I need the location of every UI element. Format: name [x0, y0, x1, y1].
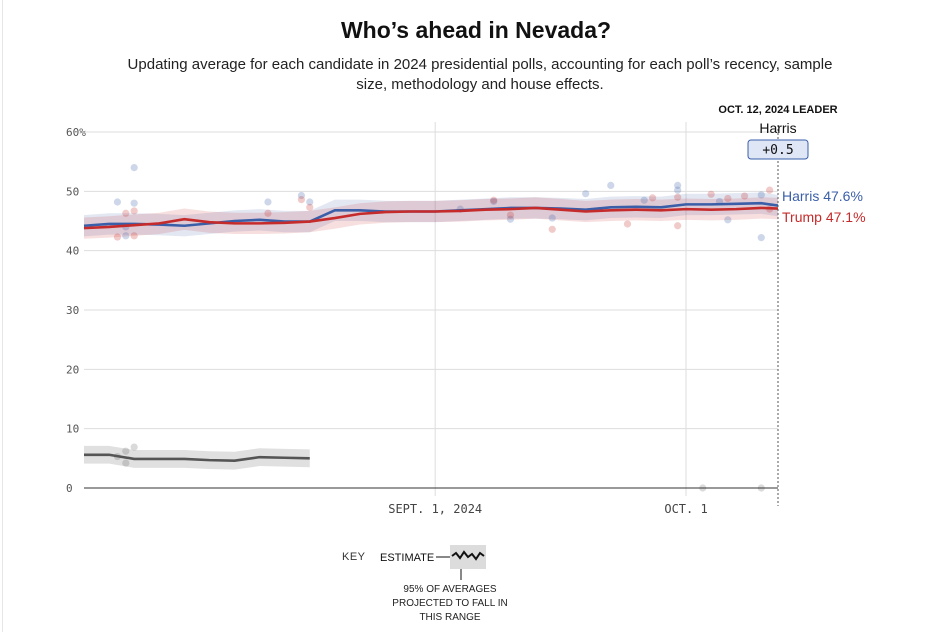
harris-poll-dot	[306, 198, 314, 206]
harris-poll-dot	[490, 197, 498, 206]
harris-poll-dot	[607, 181, 615, 189]
trump-poll-dot	[674, 193, 682, 201]
y-tick-label: 10	[66, 423, 79, 436]
harris-poll-dot	[130, 164, 138, 172]
other-poll-dot	[122, 447, 130, 455]
axes: 0 10 20 30 40 50 60% SEPT. 1, 2024 OCT. 1	[66, 126, 778, 516]
harris-poll-dot	[724, 216, 732, 224]
key-estimate-label: ESTIMATE	[380, 552, 434, 564]
y-tick-label: 50	[66, 185, 79, 198]
other-average-line	[84, 453, 310, 463]
trump-poll-dot	[297, 196, 305, 204]
harris-poll-dot	[548, 214, 556, 222]
key-estimate-line	[451, 550, 485, 561]
leader-margin-value: +0.5	[762, 143, 793, 158]
x-tick-label: OCT. 1	[664, 502, 707, 516]
leader-heading: OCT. 12, 2024 LEADER	[718, 104, 837, 116]
y-tick-label: 60%	[66, 126, 86, 139]
leader-annotation: OCT. 12, 2024 LEADER Harris +0.5	[718, 104, 838, 506]
chart-title: Who’s ahead in Nevada?	[340, 17, 612, 43]
harris-poll-dot	[130, 199, 138, 207]
harris-poll-dot	[582, 190, 590, 198]
trump-poll-dot	[490, 196, 498, 204]
x-tick-label: SEPT. 1, 2024	[388, 502, 482, 516]
y-tick-label: 40	[66, 245, 79, 258]
average-lines	[83, 201, 779, 463]
other-poll-dot	[122, 459, 130, 467]
trump-poll-dot	[306, 203, 314, 211]
trump-poll-dot	[724, 194, 732, 203]
trump-poll-dot	[707, 190, 715, 198]
left-divider	[2, 0, 3, 632]
other-range-band	[84, 445, 310, 470]
chart-key: KEY ESTIMATE	[342, 545, 486, 580]
trump-end-label: Trump 47.1%	[782, 209, 866, 225]
harris-poll-dot	[674, 181, 682, 189]
harris-poll-dot	[297, 191, 305, 200]
trump-poll-dot	[674, 222, 682, 230]
key-label: KEY	[342, 551, 366, 563]
y-tick-label: 0	[66, 482, 73, 495]
trump-poll-dot	[130, 232, 138, 240]
harris-poll-dot	[757, 191, 765, 199]
harris-poll-dot	[757, 234, 765, 242]
y-tick-label: 20	[66, 363, 79, 376]
leader-margin-badge	[747, 139, 809, 160]
trump-poll-dot	[130, 207, 138, 215]
other-poll-dot	[130, 443, 138, 451]
trump-poll-dot	[264, 209, 272, 217]
harris-poll-dot	[113, 198, 122, 206]
trump-poll-dot	[506, 211, 515, 219]
trump-poll-dot	[548, 225, 556, 233]
leader-name: Harris	[759, 120, 796, 136]
y-tick-label: 30	[66, 304, 79, 317]
harris-poll-dot	[506, 215, 515, 223]
harris-poll-dot	[674, 186, 682, 194]
trump-poll-dot	[766, 186, 774, 194]
harris-range-band	[84, 192, 778, 237]
key-range-note: 95% OF AVERAGES PROJECTED TO FALL IN THI…	[392, 584, 508, 623]
grid-lines	[84, 122, 778, 496]
chart-subtitle: Updating average for each candidate in 2…	[127, 56, 833, 93]
harris-poll-dot	[122, 232, 130, 240]
trump-poll-dot	[623, 220, 632, 228]
trump-poll-dot	[113, 233, 122, 241]
harris-poll-dot	[264, 198, 272, 206]
trump-poll-dot	[122, 209, 130, 217]
harris-poll-dot	[640, 196, 648, 204]
confidence-bands	[84, 192, 778, 470]
harris-end-label: Harris 47.6%	[782, 188, 863, 204]
trump-average-line	[83, 206, 779, 230]
trump-poll-dot	[740, 192, 749, 200]
trump-poll-dot	[648, 194, 657, 202]
